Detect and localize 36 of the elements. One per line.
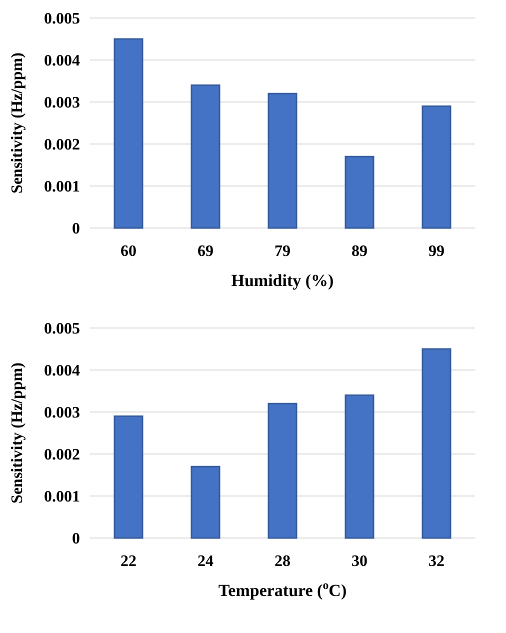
y-tick-label: 0.002 (44, 446, 80, 464)
y-tick-label: 0.005 (44, 10, 80, 28)
x-tick-label: 69 (198, 243, 214, 260)
x-tick-label: 22 (120, 553, 136, 570)
y-axis-title: Sensitivity (Hz/ppm) (9, 52, 26, 194)
x-tick-label: 24 (198, 553, 214, 570)
x-tick-label: 28 (274, 553, 290, 570)
y-tick-label: 0.005 (44, 320, 80, 338)
y-tick-label: 0.001 (44, 178, 80, 196)
x-tick-label: 79 (274, 243, 290, 260)
x-tick-label: 60 (120, 243, 136, 260)
bar (114, 38, 144, 229)
y-tick-label: 0.004 (44, 52, 80, 70)
y-tick-label: 0 (72, 530, 80, 548)
y-tick-label: 0.002 (44, 136, 80, 154)
bar (190, 466, 220, 539)
x-tick-label: 89 (352, 243, 368, 260)
y-tick-label: 0 (72, 220, 80, 238)
y-tick-label: 0.001 (44, 488, 80, 506)
y-axis-title: Sensitivity (Hz/ppm) (9, 362, 26, 504)
x-tick-label: 32 (428, 553, 444, 570)
bar (344, 394, 374, 539)
bar (344, 156, 374, 229)
x-tick-label: 99 (428, 243, 444, 260)
bar (268, 92, 298, 229)
x-axis-title: Temperature ($^{o}$C) (218, 578, 347, 600)
bar (190, 84, 220, 229)
x-axis-title: Humidity (%) (231, 271, 334, 290)
x-tick-label: 30 (352, 553, 368, 570)
bar (422, 348, 452, 539)
y-tick-label: 0.003 (44, 404, 80, 422)
bar (268, 402, 298, 539)
bar (114, 415, 144, 539)
bar (422, 105, 452, 229)
y-tick-label: 0.003 (44, 94, 80, 112)
y-tick-label: 0.004 (44, 362, 80, 380)
